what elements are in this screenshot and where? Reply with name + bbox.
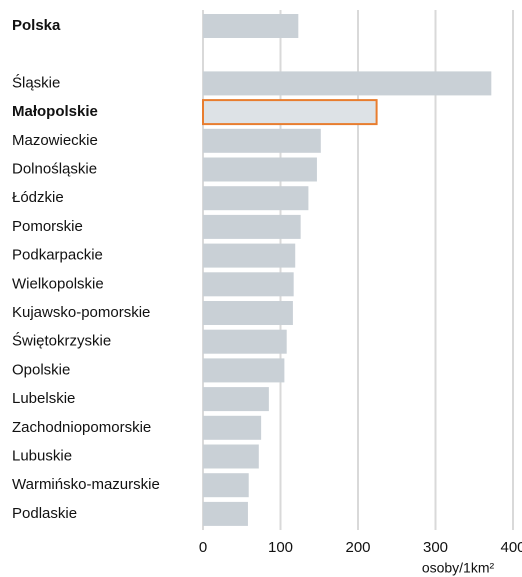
y-tick-label: Podkarpackie: [12, 247, 103, 264]
x-tick-label: 100: [268, 539, 293, 556]
y-tick-label: Polska: [12, 17, 61, 34]
y-tick-label: Warmińsko-mazurskie: [12, 476, 160, 493]
bar: [203, 501, 248, 526]
bar: [203, 329, 287, 354]
y-tick-label: Świętokrzyskie: [12, 332, 111, 350]
bar: [203, 301, 293, 325]
y-tick-label: Dolnośląskie: [12, 160, 97, 177]
bar: [203, 444, 259, 469]
y-tick-label: Wielkopolskie: [12, 275, 104, 292]
y-tick-label: Śląskie: [12, 73, 60, 91]
y-tick-label: Mazowieckie: [12, 132, 98, 149]
bar: [203, 71, 492, 96]
y-tick-label: Kujawsko-pomorskie: [12, 304, 150, 321]
y-tick-label: Małopolskie: [12, 103, 98, 120]
x-tick-label: 200: [345, 539, 370, 556]
bar: [203, 415, 262, 440]
y-tick-label: Lubuskie: [12, 447, 72, 464]
bar: [203, 214, 301, 239]
y-tick-label: Lubelskie: [12, 390, 75, 407]
bar: [203, 128, 321, 153]
y-tick-label: Łódzkie: [12, 189, 64, 206]
x-axis-label: osoby/1km²: [422, 560, 495, 576]
bar: [203, 157, 317, 182]
bar: [203, 14, 299, 38]
bar: [203, 186, 309, 211]
y-tick-label: Opolskie: [12, 361, 70, 378]
x-tick-label: 0: [199, 539, 207, 556]
bar: [202, 99, 378, 126]
bar: [203, 358, 285, 383]
bar: [203, 272, 294, 297]
bar: [203, 243, 296, 268]
y-tick-label: Zachodniopomorskie: [12, 419, 151, 436]
bar: [203, 387, 269, 412]
y-tick-label: Pomorskie: [12, 218, 83, 235]
bar: [203, 473, 249, 498]
x-tick-label: 400: [500, 539, 522, 556]
y-tick-label: Podlaskie: [12, 505, 77, 522]
x-tick-label: 300: [423, 539, 448, 556]
